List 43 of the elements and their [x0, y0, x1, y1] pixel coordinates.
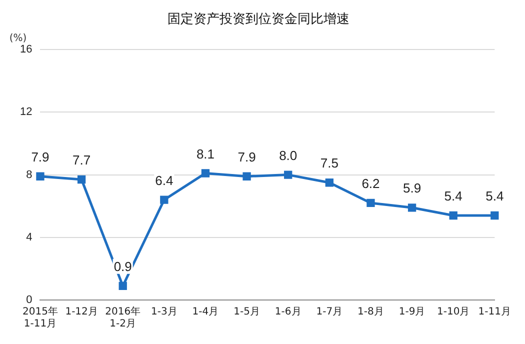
point: [118, 282, 127, 290]
data-label: 8.0: [279, 148, 298, 163]
x-tick-label: 1-6月: [274, 306, 302, 318]
data-label: 5.9: [402, 180, 422, 196]
x-tick-label: 1-11月: [478, 306, 512, 318]
point: [325, 178, 334, 187]
data-label: 7.5: [320, 156, 338, 171]
x-tick-label: 2016年 1-2月: [105, 306, 141, 330]
data-label: 7.9: [31, 149, 50, 164]
data-label: 8.1: [196, 146, 215, 162]
y-tick-label: 8: [26, 168, 32, 181]
x-tick-label: 1-12月: [65, 306, 98, 318]
data-label: 5.4: [444, 188, 462, 204]
x-tick-label: 1-9月: [398, 306, 426, 318]
y-tick-label: 12: [20, 106, 32, 118]
data-label: 6.4: [155, 172, 174, 188]
x-tick-label: 2015年 1-11月: [22, 306, 58, 330]
point: [284, 170, 292, 179]
chart-title: 固定资产投资到位资金同比增速: [168, 12, 350, 28]
data-label: 6.2: [362, 176, 380, 192]
point: [201, 169, 210, 178]
point: [449, 211, 458, 220]
x-tick-label: 1-4月: [192, 306, 219, 318]
data-label: 7.7: [72, 152, 91, 168]
y-tick-label: 16: [20, 44, 32, 56]
x-tick-label: 1-10月: [436, 306, 470, 318]
x-tick-label: 1-7月: [316, 306, 343, 318]
point: [490, 211, 499, 220]
y-axis-title: (%): [9, 33, 27, 44]
point: [366, 198, 375, 208]
y-tick-label: 0: [26, 294, 32, 306]
point: [242, 172, 251, 180]
data-label: 0.9: [114, 258, 132, 274]
point: [77, 175, 86, 184]
x-tick-label: 1-8月: [358, 306, 384, 318]
data-label: 7.9: [238, 149, 256, 164]
x-tick-label: 1-3月: [150, 306, 178, 318]
data-label: 5.4: [486, 188, 504, 204]
x-tick-label: 1-5月: [234, 306, 260, 318]
point: [408, 204, 416, 212]
point: [160, 196, 168, 204]
y-tick-label: 4: [26, 231, 32, 244]
point: [36, 172, 44, 180]
